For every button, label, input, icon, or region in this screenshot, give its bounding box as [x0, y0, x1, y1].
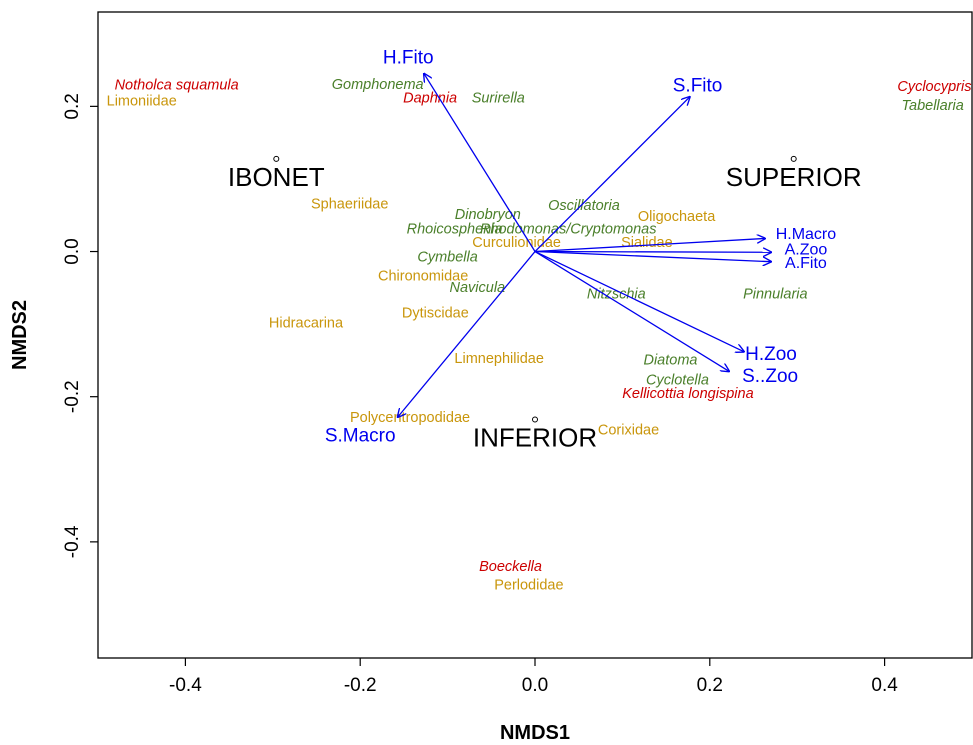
species-label: Chironomidae	[378, 268, 468, 284]
y-axis: -0.4 -0.2 0.0 0.2	[62, 93, 98, 558]
species-label: Limoniidae	[107, 94, 177, 110]
y-tick-label: -0.2	[62, 380, 83, 413]
species-label: Nitzschia	[587, 287, 646, 303]
vector-label: A.Fito	[785, 255, 827, 272]
species-label: Navicula	[450, 280, 506, 296]
species-label: Cyclotella	[646, 372, 709, 388]
y-tick-label: -0.4	[62, 525, 83, 558]
site-label: IBONET	[228, 162, 325, 192]
site-point	[790, 155, 797, 162]
vector-label: S.Macro	[325, 425, 396, 446]
species-label: Rhoicosphenia	[407, 221, 503, 237]
species-label: Cyclocypris	[897, 79, 971, 95]
vector-label: H.Macro	[776, 226, 837, 243]
y-axis-title: NMDS2	[9, 300, 31, 370]
species-label: Perlodidae	[494, 578, 563, 594]
species-label: Boeckella	[479, 559, 542, 575]
species-label: Corixidae	[598, 422, 659, 438]
species-label: Surirella	[472, 91, 525, 107]
x-axis-title: NMDS1	[500, 722, 570, 744]
species-label: Daphnia	[403, 91, 457, 107]
species-label: Dytiscidae	[402, 305, 469, 321]
site-label: SUPERIOR	[726, 162, 862, 192]
species-label: Notholca squamula	[115, 78, 239, 94]
plot-area: Notholca squamula Daphnia Cyclocypris Kelli…	[107, 47, 972, 593]
species-label: Diatoma	[643, 353, 697, 369]
vector-label: H.Fito	[383, 47, 434, 68]
site-label: INFERIOR	[473, 423, 597, 453]
species-label: Dinobryon	[455, 207, 521, 223]
vector-arrow	[398, 251, 536, 417]
species-label: Pinnularia	[743, 287, 808, 303]
site-point	[273, 155, 280, 162]
x-tick-label: 0.2	[697, 675, 723, 696]
vector-label: S..Zoo	[742, 366, 798, 387]
species-label: Sphaeriidae	[311, 197, 388, 213]
vector-arrow	[534, 250, 729, 372]
vector-arrow	[534, 250, 771, 262]
species-label: Gomphonema	[332, 77, 424, 93]
species-label: Limnephilidae	[454, 351, 543, 367]
species-label: Tabellaria	[901, 98, 963, 114]
species-label: Cymbella	[417, 250, 477, 266]
vector-arrow	[534, 252, 771, 253]
species-label: Kellicottia longispina	[622, 386, 753, 402]
vector-label: A.Zoo	[785, 241, 828, 258]
species-label: Oligochaeta	[638, 209, 716, 225]
vector-arrow	[534, 238, 765, 253]
x-tick-label: -0.2	[344, 675, 377, 696]
species-label: Sialidae	[621, 235, 673, 251]
x-tick-label: 0.0	[522, 675, 548, 696]
species-label: Polycentropodidae	[350, 410, 470, 426]
species-label: Hidracarina	[269, 316, 344, 332]
vector-label: S.Fito	[673, 76, 723, 97]
x-tick-label: -0.4	[169, 675, 202, 696]
y-tick-label: 0.2	[62, 93, 83, 119]
site-point	[532, 416, 538, 423]
vector-arrow	[534, 250, 744, 352]
x-tick-label: 0.4	[871, 675, 898, 696]
vector-arrow	[424, 74, 536, 252]
species-label: Curculionidae	[472, 235, 561, 251]
vector-arrow	[534, 97, 690, 252]
x-axis: -0.4 -0.2 0.0 0.2 0.4	[169, 658, 898, 696]
species-label: Oscillatoria	[548, 198, 620, 214]
vector-label: H.Zoo	[745, 344, 797, 365]
y-tick-label: 0.0	[62, 238, 83, 264]
